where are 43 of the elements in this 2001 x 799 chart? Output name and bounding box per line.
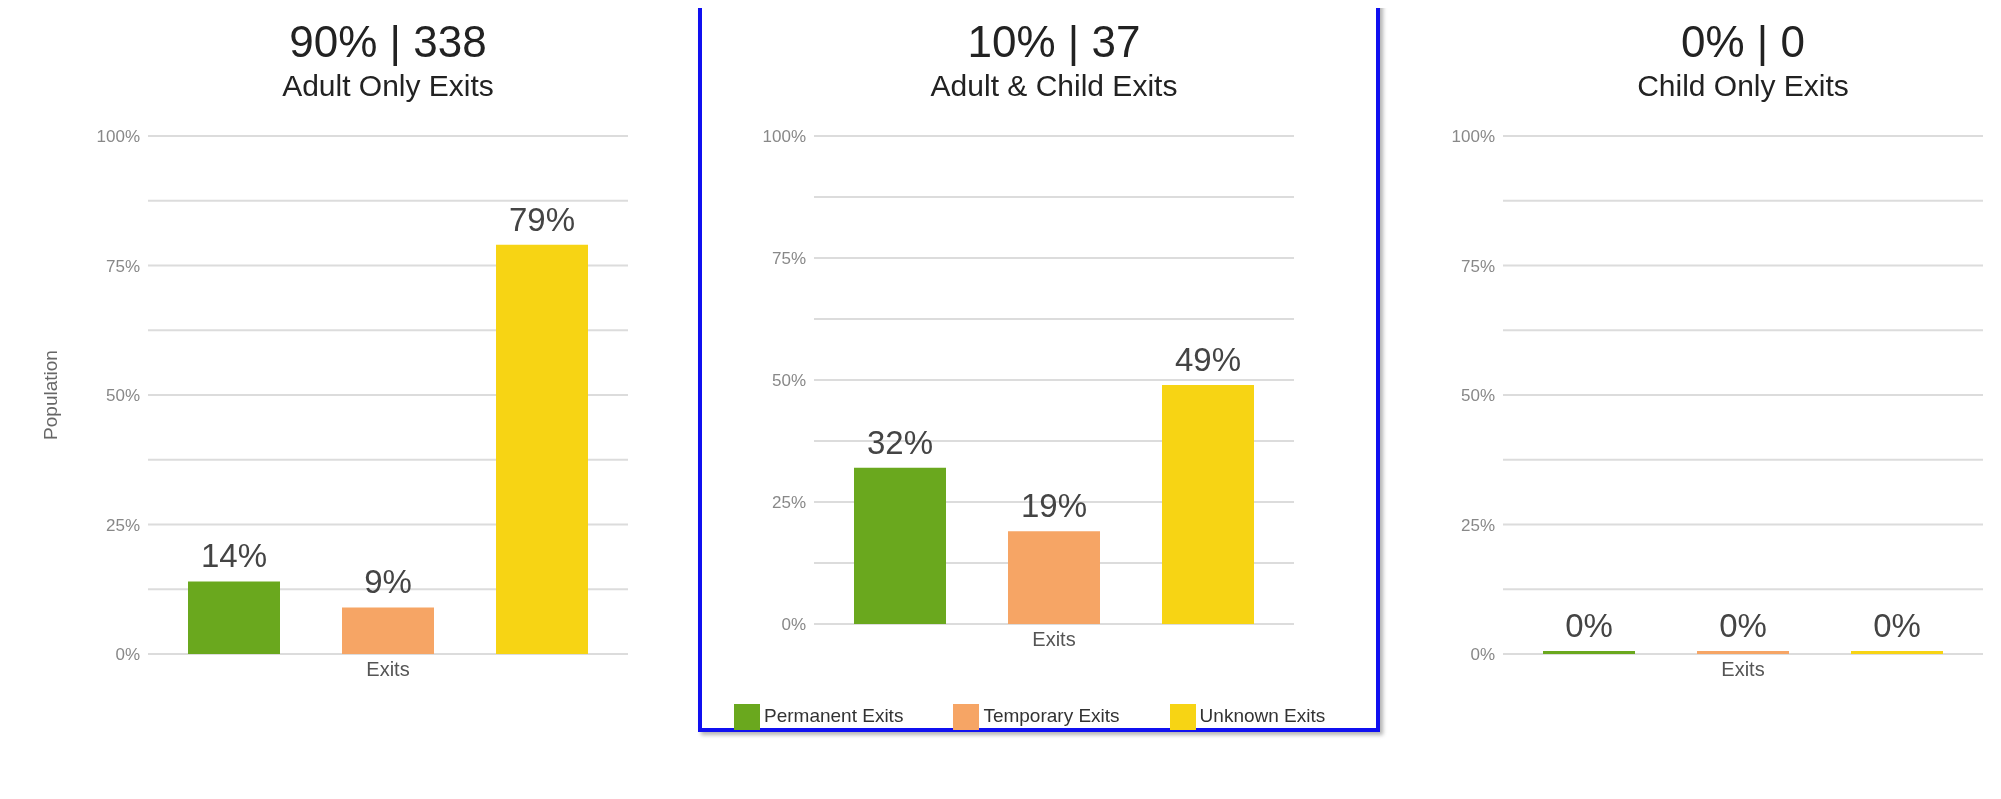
bar xyxy=(188,581,280,654)
bar xyxy=(342,607,434,654)
bar xyxy=(1008,531,1100,624)
data-label: 32% xyxy=(866,423,934,461)
legend-label: Permanent Exits xyxy=(764,705,904,727)
chart-title: 10% | 37 xyxy=(966,16,1142,68)
y-axis-title: Population xyxy=(39,350,61,440)
data-label: 49% xyxy=(1174,340,1242,378)
bar xyxy=(496,244,588,654)
y-tick-label: 75% xyxy=(771,249,806,269)
y-tick-label: 50% xyxy=(1460,386,1495,406)
y-tick-label: 50% xyxy=(771,371,806,391)
y-tick-label: 100% xyxy=(96,127,140,147)
y-tick-label: 100% xyxy=(762,127,806,147)
legend-label: Unknown Exits xyxy=(1199,705,1326,727)
legend-label: Temporary Exits xyxy=(983,705,1120,727)
data-label: 9% xyxy=(364,563,412,601)
y-tick-label: 25% xyxy=(1460,515,1495,535)
chart-subtitle: Child Only Exits xyxy=(1636,68,1850,104)
y-tick-label: 50% xyxy=(105,386,140,406)
bar xyxy=(1162,384,1254,624)
y-tick-label: 75% xyxy=(105,256,140,276)
chart-title: 90% | 338 xyxy=(288,16,488,68)
y-tick-label: 75% xyxy=(1460,256,1495,276)
y-tick-label: 100% xyxy=(1451,127,1495,147)
y-tick-label: 25% xyxy=(105,515,140,535)
data-label: 14% xyxy=(200,537,268,575)
data-label: 0% xyxy=(1873,607,1921,644)
data-label: 19% xyxy=(1020,487,1088,525)
data-label: 0% xyxy=(1719,607,1767,644)
x-tick-label: Exits xyxy=(366,658,410,681)
data-label: 0% xyxy=(1565,607,1613,644)
chart-subtitle: Adult & Child Exits xyxy=(929,68,1179,104)
x-tick-label: Exits xyxy=(1032,628,1076,651)
data-label: 79% xyxy=(508,200,576,238)
y-tick-label: 25% xyxy=(771,493,806,513)
x-tick-label: Exits xyxy=(1721,658,1765,681)
bar xyxy=(854,467,946,624)
y-tick-label: 0% xyxy=(1470,645,1495,665)
chart-subtitle: Adult Only Exits xyxy=(281,68,495,104)
y-tick-label: 0% xyxy=(115,645,140,665)
chart-title: 0% | 0 xyxy=(1680,16,1806,68)
y-tick-label: 0% xyxy=(781,615,806,635)
